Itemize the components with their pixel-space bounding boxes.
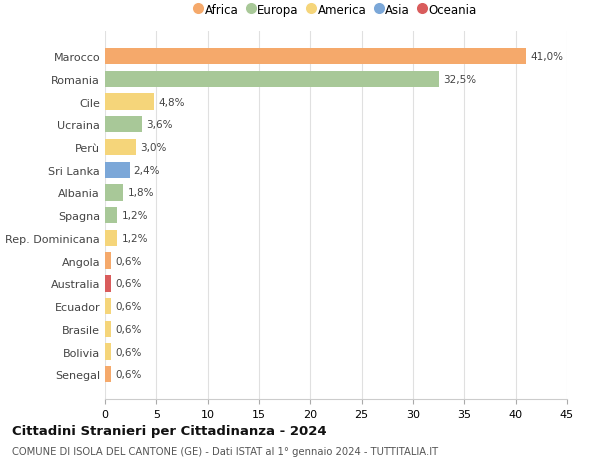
Bar [105,117,142,133]
Bar [105,49,526,65]
Text: 1,2%: 1,2% [121,211,148,221]
Bar [105,140,136,156]
Bar [105,366,111,383]
Bar [105,72,439,88]
Text: 32,5%: 32,5% [443,75,476,84]
Bar [105,94,154,111]
Text: 0,6%: 0,6% [115,256,142,266]
Text: 0,6%: 0,6% [115,324,142,334]
Text: 4,8%: 4,8% [158,97,185,107]
Text: 1,8%: 1,8% [128,188,154,198]
Text: 3,0%: 3,0% [140,143,166,153]
Text: 1,2%: 1,2% [121,234,148,243]
Bar [105,253,111,269]
Legend: Africa, Europa, America, Asia, Oceania: Africa, Europa, America, Asia, Oceania [193,1,479,19]
Text: 0,6%: 0,6% [115,369,142,380]
Text: 2,4%: 2,4% [134,165,160,175]
Text: 41,0%: 41,0% [530,52,563,62]
Bar [105,230,118,246]
Bar [105,344,111,360]
Bar [105,275,111,292]
Bar [105,162,130,179]
Bar [105,207,118,224]
Text: COMUNE DI ISOLA DEL CANTONE (GE) - Dati ISTAT al 1° gennaio 2024 - TUTTITALIA.IT: COMUNE DI ISOLA DEL CANTONE (GE) - Dati … [12,446,438,456]
Bar [105,298,111,314]
Bar [105,321,111,337]
Text: 0,6%: 0,6% [115,279,142,289]
Text: 3,6%: 3,6% [146,120,173,130]
Text: 0,6%: 0,6% [115,347,142,357]
Text: 0,6%: 0,6% [115,302,142,311]
Bar [105,185,124,201]
Text: Cittadini Stranieri per Cittadinanza - 2024: Cittadini Stranieri per Cittadinanza - 2… [12,425,326,437]
